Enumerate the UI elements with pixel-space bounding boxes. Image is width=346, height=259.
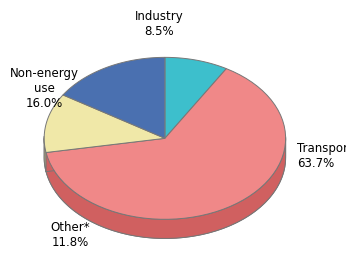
Polygon shape [44, 136, 46, 172]
Polygon shape [44, 95, 165, 153]
Polygon shape [44, 138, 286, 239]
Text: Non-energy
use
16.0%: Non-energy use 16.0% [10, 67, 79, 110]
Polygon shape [46, 137, 285, 239]
Polygon shape [63, 57, 165, 138]
Text: Other*
11.8%: Other* 11.8% [51, 221, 91, 249]
Text: Industry
8.5%: Industry 8.5% [135, 10, 183, 38]
Polygon shape [46, 69, 285, 219]
Text: Transport
63.7%: Transport 63.7% [298, 142, 346, 170]
Polygon shape [46, 138, 165, 172]
Polygon shape [165, 57, 226, 138]
